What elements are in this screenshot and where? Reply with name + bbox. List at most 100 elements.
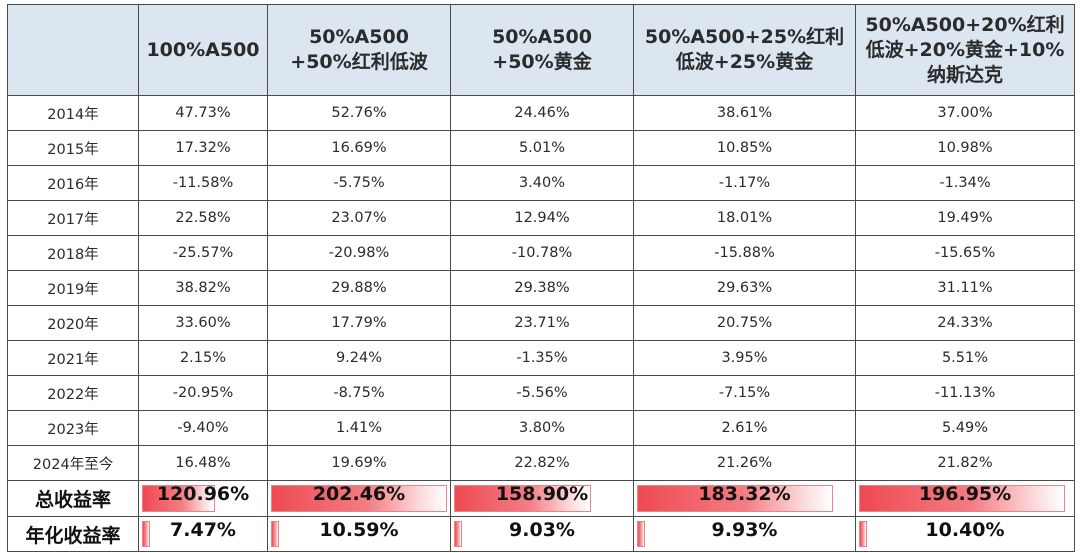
return-cell: 3.80% — [450, 410, 634, 446]
data-bar-cell: 7.47% — [139, 517, 267, 551]
header-label-line: +50%红利低波 — [290, 51, 428, 73]
annualized-return-row-cell: 7.47% — [138, 516, 268, 552]
return-cell: -7.15% — [633, 375, 856, 411]
return-cell: 3.40% — [450, 165, 634, 201]
annualized-return-row-cell: 9.03% — [450, 516, 634, 552]
annualized-return-row-cell: 10.40% — [855, 516, 1075, 552]
data-bar-cell: 120.96% — [139, 481, 267, 516]
annualized-return-row-cell: 10.59% — [267, 516, 451, 552]
annualized-return-row-cell: 9.93% — [633, 516, 856, 552]
header-portfolio-5: 50%A500+20%红利 低波+20%黄金+10% 纳斯达克 — [855, 4, 1075, 96]
data-bar-value: 9.93% — [711, 519, 778, 541]
return-cell: 16.48% — [138, 445, 268, 481]
data-bar-cell: 9.03% — [451, 517, 633, 551]
data-bar-value: 9.03% — [509, 519, 575, 541]
data-bar — [454, 485, 592, 512]
header-portfolio-3: 50%A500 +50%黄金 — [450, 4, 634, 96]
header-label-line: 50%A500 — [492, 26, 592, 48]
data-bar — [859, 485, 1065, 512]
return-cell: 9.24% — [267, 340, 451, 376]
table-row: 2014年 47.73% 52.76% 24.46% 38.61% 37.00% — [7, 95, 1075, 131]
return-cell: -15.65% — [855, 235, 1075, 271]
data-bar — [271, 485, 447, 512]
table-row: 2015年 17.32% 16.69% 5.01% 10.85% 10.98% — [7, 130, 1075, 166]
table-row: 2019年 38.82% 29.88% 29.38% 29.63% 31.11% — [7, 270, 1075, 306]
data-bar-cell: 9.93% — [634, 517, 855, 551]
return-cell: 19.69% — [267, 445, 451, 481]
table-row: 2016年 -11.58% -5.75% 3.40% -1.17% -1.34% — [7, 165, 1075, 201]
year-cell: 2017年 — [7, 200, 139, 236]
return-cell: 33.60% — [138, 305, 268, 341]
return-cell: 52.76% — [267, 95, 451, 131]
header-corner — [7, 4, 139, 96]
header-label-line: 低波+20%黄金+10% — [865, 38, 1065, 61]
return-cell: 24.33% — [855, 305, 1075, 341]
year-cell: 2021年 — [7, 340, 139, 376]
year-cell: 2018年 — [7, 235, 139, 271]
table-row: 2017年 22.58% 23.07% 12.94% 18.01% 19.49% — [7, 200, 1075, 236]
return-cell: 23.71% — [450, 305, 634, 341]
year-cell: 2023年 — [7, 410, 139, 446]
return-cell: 24.46% — [450, 95, 634, 131]
data-bar-value: 10.40% — [925, 519, 1005, 541]
header-label-line: 纳斯达克 — [926, 63, 1003, 86]
header-label-line: 50%A500 — [309, 26, 409, 48]
total-return-row-cell: 202.46% — [267, 480, 451, 517]
data-bar-cell: 202.46% — [268, 481, 450, 516]
header-label-line: 50%A500+20%红利 — [865, 13, 1065, 36]
return-cell: 18.01% — [633, 200, 856, 236]
table-row: 2023年 -9.40% 1.41% 3.80% 2.61% 5.49% — [7, 410, 1075, 446]
return-cell: -1.17% — [633, 165, 856, 201]
return-cell: 20.75% — [633, 305, 856, 341]
return-cell: 38.61% — [633, 95, 856, 131]
return-cell: -1.35% — [450, 340, 634, 376]
total-return-row-cell: 183.32% — [633, 480, 856, 517]
return-cell: 29.88% — [267, 270, 451, 306]
return-cell: 2.15% — [138, 340, 268, 376]
header-portfolio-1: 100%A500 — [138, 4, 268, 96]
return-cell: 22.58% — [138, 200, 268, 236]
total-return-row-cell: 158.90% — [450, 480, 634, 517]
return-cell: -11.13% — [855, 375, 1075, 411]
data-bar — [142, 521, 150, 547]
table-row: 2018年 -25.57% -20.98% -10.78% -15.88% -15.65% — [7, 235, 1075, 271]
year-cell: 2019年 — [7, 270, 139, 306]
table-row: 2020年 33.60% 17.79% 23.71% 20.75% 24.33% — [7, 305, 1075, 341]
year-cell: 2015年 — [7, 130, 139, 166]
header-row: 100%A500 50%A500 +50%红利低波 50%A500 +50%黄金 50%A… — [7, 4, 1075, 96]
return-cell: 2.61% — [633, 410, 856, 446]
data-bar-value: 10.59% — [319, 519, 399, 541]
return-cell: -25.57% — [138, 235, 268, 271]
return-cell: -1.34% — [855, 165, 1075, 201]
data-bar — [271, 521, 279, 547]
data-bar-value: 158.90% — [495, 483, 589, 505]
return-cell: -11.58% — [138, 165, 268, 201]
data-bar-cell: 10.59% — [268, 517, 450, 551]
data-bar-cell: 10.40% — [856, 517, 1074, 551]
total-return-row-label: 总收益率 — [7, 480, 139, 517]
year-cell: 2020年 — [7, 305, 139, 341]
data-bar — [859, 521, 867, 547]
return-cell: -10.78% — [450, 235, 634, 271]
return-cell: 3.95% — [633, 340, 856, 376]
return-cell: 29.63% — [633, 270, 856, 306]
total-return-row-cell: 196.95% — [855, 480, 1075, 517]
return-cell: 12.94% — [450, 200, 634, 236]
data-bar — [637, 485, 833, 512]
data-bar-value: 202.46% — [312, 483, 406, 505]
return-cell: 19.49% — [855, 200, 1075, 236]
data-bar — [637, 521, 645, 547]
return-cell: -9.40% — [138, 410, 268, 446]
header-portfolio-4: 50%A500+25%红利 低波+25%黄金 — [633, 4, 856, 96]
table-body: 2014年 47.73% 52.76% 24.46% 38.61% 37.00% 2015年… — [7, 95, 1075, 552]
return-cell: -5.75% — [267, 165, 451, 201]
return-cell: 5.01% — [450, 130, 634, 166]
header-label-line: 低波+25%黄金 — [675, 51, 814, 73]
return-cell: 22.82% — [450, 445, 634, 481]
data-bar — [454, 521, 462, 547]
return-cell: 1.41% — [267, 410, 451, 446]
data-bar-cell: 158.90% — [451, 481, 633, 516]
table-row: 2024年至今 16.48% 19.69% 22.82% 21.26% 21.82% — [7, 445, 1075, 481]
total-return-row-cell: 120.96% — [138, 480, 268, 517]
